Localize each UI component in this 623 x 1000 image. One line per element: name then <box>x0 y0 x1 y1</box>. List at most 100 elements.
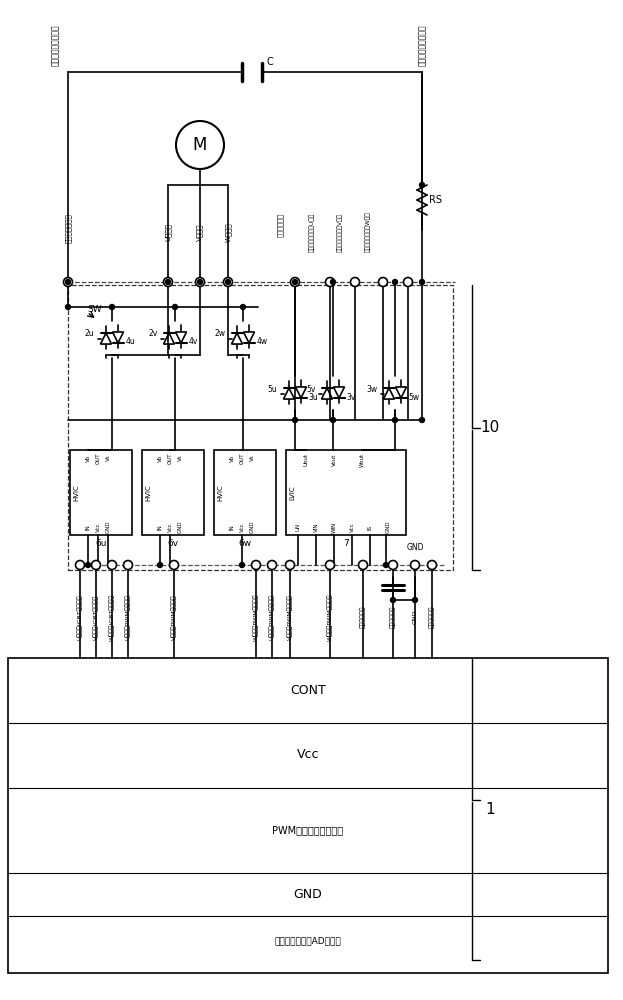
Text: HVIC: HVIC <box>73 484 79 501</box>
Text: Vs: Vs <box>178 455 183 461</box>
Text: 2u: 2u <box>85 330 94 338</box>
Text: 1: 1 <box>485 802 495 818</box>
Circle shape <box>419 182 424 188</box>
Text: OUT: OUT <box>239 452 244 464</box>
Text: HVIC: HVIC <box>145 484 151 501</box>
Text: Vcc: Vcc <box>95 522 100 532</box>
Circle shape <box>325 560 335 570</box>
Text: 2v: 2v <box>148 330 157 338</box>
Text: PWM控制用微型計算機: PWM控制用微型計算機 <box>272 825 343 835</box>
Text: 10: 10 <box>480 420 500 434</box>
Text: IN: IN <box>85 524 90 530</box>
Bar <box>8 658 608 973</box>
Bar <box>68 285 453 570</box>
Circle shape <box>404 277 412 286</box>
Text: 下管発射極端子（W相）: 下管発射極端子（W相） <box>365 212 371 252</box>
Circle shape <box>391 597 396 602</box>
Circle shape <box>85 562 90 568</box>
Text: Vs: Vs <box>249 455 255 461</box>
Text: Vb: Vb <box>229 454 234 462</box>
Text: WIN: WIN <box>331 521 336 533</box>
Text: U相上管IGBT電源輸入: U相上管IGBT電源輸入 <box>77 594 83 640</box>
Circle shape <box>379 277 388 286</box>
Circle shape <box>392 418 397 422</box>
Circle shape <box>293 279 298 284</box>
Circle shape <box>173 304 178 310</box>
Circle shape <box>64 277 72 286</box>
Text: IN: IN <box>158 524 163 530</box>
Text: GND: GND <box>178 521 183 533</box>
Circle shape <box>267 560 277 570</box>
Text: GND: GND <box>386 521 391 533</box>
Circle shape <box>293 418 298 422</box>
Text: 3v: 3v <box>346 392 356 401</box>
Circle shape <box>169 560 179 570</box>
Text: 7: 7 <box>343 540 349 548</box>
Text: GND: GND <box>293 888 322 900</box>
Text: 2w: 2w <box>214 330 226 338</box>
Text: 5u: 5u <box>267 384 277 393</box>
Text: Vcc: Vcc <box>297 748 319 762</box>
Text: 3u: 3u <box>308 392 318 401</box>
Circle shape <box>110 304 115 310</box>
Circle shape <box>419 279 424 284</box>
Text: CONT: CONT <box>290 684 326 696</box>
Circle shape <box>290 277 300 286</box>
Text: Wout: Wout <box>359 453 364 467</box>
Text: U相下管PWM信号輸入: U相下管PWM信号輸入 <box>269 594 275 640</box>
Text: UN: UN <box>295 523 300 531</box>
Circle shape <box>427 560 437 570</box>
Text: W相輸出: W相輸出 <box>225 222 231 242</box>
Circle shape <box>285 560 295 570</box>
Text: 主電路電壓（＋側）: 主電路電壓（＋側） <box>50 24 60 66</box>
Circle shape <box>197 279 202 284</box>
Circle shape <box>389 560 397 570</box>
Circle shape <box>411 560 419 570</box>
Circle shape <box>158 562 163 568</box>
Circle shape <box>108 560 117 570</box>
Text: 5v: 5v <box>306 384 315 393</box>
Text: GND: GND <box>412 610 417 624</box>
Text: Vb: Vb <box>158 454 163 462</box>
Text: Vcc: Vcc <box>239 522 244 532</box>
Text: W相上管PWM信号輸入: W相上管PWM信号輸入 <box>253 593 259 641</box>
Circle shape <box>92 560 100 570</box>
Text: Vcc: Vcc <box>168 522 173 532</box>
Text: 上管集電極端子: 上管集電極端子 <box>65 213 71 243</box>
Text: 控制電源輸入: 控制電源輸入 <box>360 606 366 628</box>
Text: 6u: 6u <box>95 540 107 548</box>
Text: GND: GND <box>406 544 424 552</box>
Circle shape <box>330 418 336 422</box>
Text: U相輸出: U相輸出 <box>164 223 171 241</box>
Circle shape <box>196 277 204 286</box>
Text: Vout: Vout <box>331 454 336 466</box>
Text: IS: IS <box>368 524 373 530</box>
Text: Vcc: Vcc <box>350 522 354 532</box>
Text: W相上管IGBT電源輸入: W相上管IGBT電源輸入 <box>109 593 115 641</box>
Circle shape <box>325 277 335 286</box>
Text: 主電路電壓（一側）: 主電路電壓（一側） <box>417 24 427 66</box>
Text: OUT: OUT <box>168 452 173 464</box>
Circle shape <box>123 560 133 570</box>
Text: OUT: OUT <box>95 452 100 464</box>
Text: 5w: 5w <box>409 392 420 401</box>
Text: Uout: Uout <box>303 454 308 466</box>
Text: 4w: 4w <box>257 338 268 347</box>
Circle shape <box>75 560 85 570</box>
Circle shape <box>163 277 173 286</box>
Text: 電流検測輸入（AD端子）: 電流検測輸入（AD端子） <box>275 936 341 946</box>
Text: 電流検測電阻: 電流検測電阻 <box>277 213 283 237</box>
Text: HVIC: HVIC <box>217 484 223 501</box>
Text: V相下管PWM信号輸入: V相下管PWM信号輸入 <box>287 594 293 640</box>
Text: 6v: 6v <box>168 540 179 548</box>
Text: V相輸出: V相輸出 <box>197 223 203 241</box>
Text: 電流検測輸入: 電流検測輸入 <box>429 606 435 628</box>
Text: 6w: 6w <box>239 540 252 548</box>
Circle shape <box>239 562 244 568</box>
Circle shape <box>240 304 245 310</box>
Text: GND: GND <box>249 521 255 533</box>
Circle shape <box>65 279 70 284</box>
Text: 下管発射極端子（V相）: 下管発射極端子（V相） <box>337 213 343 251</box>
Text: V相上管IGBT電源輸入: V相上管IGBT電源輸入 <box>93 594 99 640</box>
Bar <box>142 450 204 535</box>
